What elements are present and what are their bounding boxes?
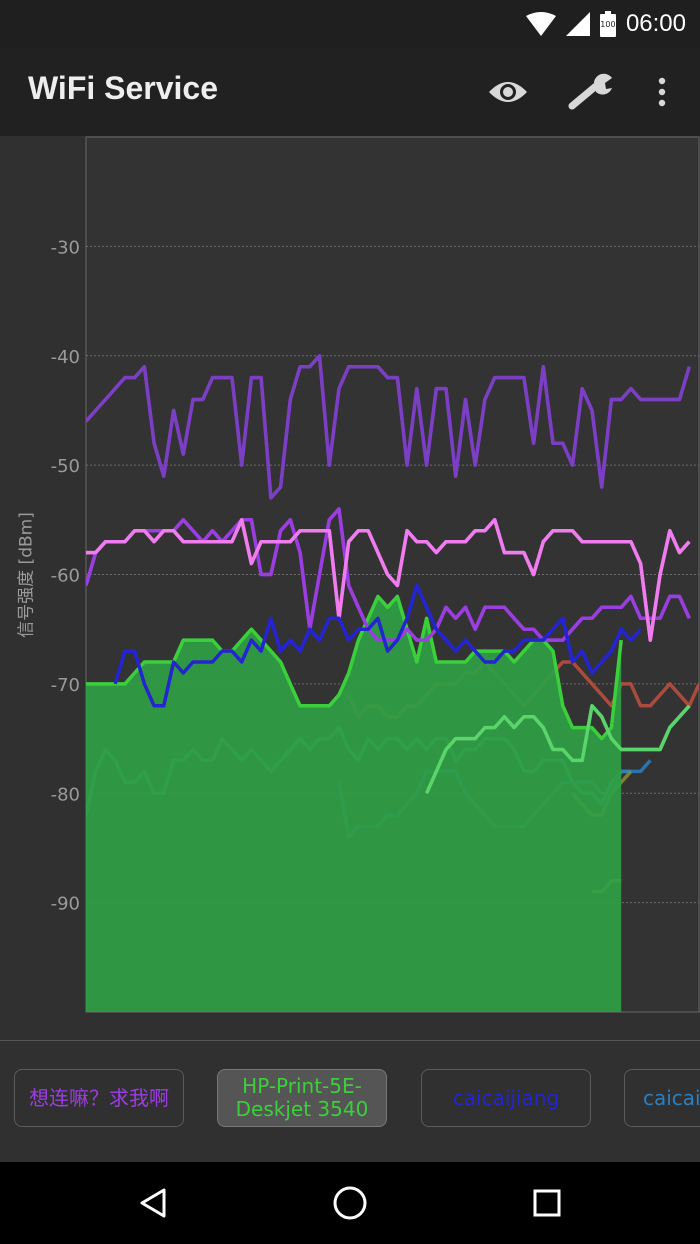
series-line — [86, 507, 691, 642]
y-tick-label: -70 — [51, 675, 80, 696]
recents-square-icon — [533, 1189, 561, 1217]
divider — [0, 1040, 700, 1041]
network-button-3[interactable]: caicaijiang — [421, 1069, 591, 1127]
back-triangle-icon — [140, 1188, 166, 1218]
y-tick-label: -30 — [51, 237, 80, 258]
y-tick-label: -90 — [51, 894, 80, 915]
recents-button[interactable] — [522, 1178, 572, 1228]
series-group — [86, 354, 699, 1012]
home-circle-icon — [333, 1186, 367, 1220]
y-axis-label: 信号强度 [dBm] — [16, 512, 37, 638]
y-tick-label: -60 — [51, 566, 80, 587]
network-label: 想连嘛？求我啊 — [29, 1085, 169, 1110]
navigation-bar — [0, 1162, 700, 1244]
network-button-4[interactable]: caicaijiang — [624, 1069, 700, 1127]
series-area — [86, 596, 622, 1012]
network-button-1[interactable]: 想连嘛？求我啊 — [14, 1069, 184, 1127]
app-title: WiFi Service — [28, 70, 219, 106]
home-button[interactable] — [325, 1178, 375, 1228]
network-button-2[interactable]: HP-Print-5E-Deskjet 3540 — [217, 1069, 387, 1127]
app-bar: WiFi Service — [0, 48, 700, 136]
signal-strength-chart: -30 -40 -50 -60 -70 -80 -90 — [51, 136, 700, 1013]
wrench-icon — [568, 73, 612, 110]
series-line — [86, 594, 623, 741]
wifi-icon — [525, 12, 556, 36]
cellular-signal-icon — [565, 12, 590, 36]
network-label: HP-Print-5E-Deskjet 3540 — [235, 1074, 369, 1121]
y-tick-label: -50 — [51, 456, 80, 477]
overflow-menu-button[interactable] — [636, 66, 688, 118]
status-time: 06:00 — [625, 10, 686, 37]
y-tick-label: -40 — [51, 347, 80, 368]
signal-chart-area: -30 -40 -50 -60 -70 -80 -90 信号强度 [dBm] — [0, 136, 700, 1040]
network-label: caicaijiang — [643, 1085, 700, 1110]
network-selector: 想连嘛？求我啊 HP-Print-5E-Deskjet 3540 caicaij… — [0, 1041, 700, 1162]
eye-button[interactable] — [482, 66, 534, 118]
series-line — [113, 583, 642, 708]
status-bar: 100 06:00 — [0, 0, 700, 48]
back-button[interactable] — [128, 1178, 178, 1228]
battery-level: 100 — [600, 20, 616, 29]
y-tick-label: -80 — [51, 784, 80, 805]
overflow-menu-icon — [658, 77, 666, 107]
settings-button[interactable] — [566, 66, 618, 118]
network-label: caicaijiang — [452, 1085, 560, 1110]
eye-icon — [489, 82, 527, 102]
series-line — [424, 704, 691, 795]
battery-icon: 100 — [599, 11, 616, 37]
series-line — [86, 354, 691, 500]
series-line — [86, 518, 691, 642]
status-icons: 100 06:00 — [525, 6, 686, 42]
